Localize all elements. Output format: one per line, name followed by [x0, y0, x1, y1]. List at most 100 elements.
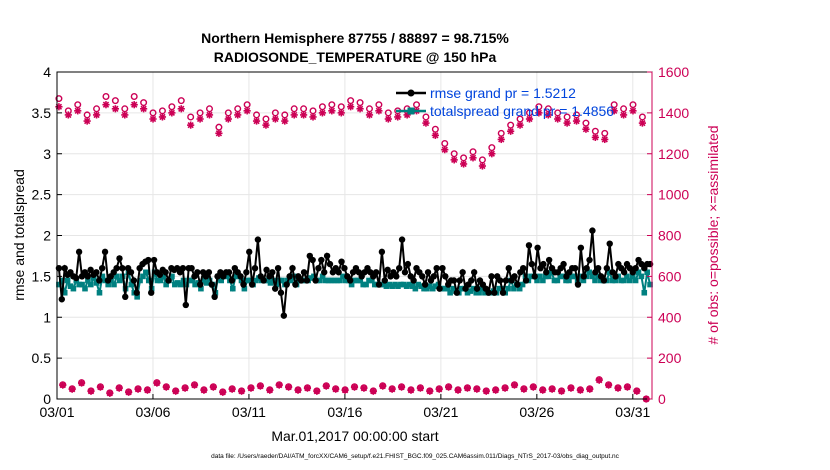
rmse-point	[188, 265, 195, 272]
totalspread-point	[241, 285, 248, 292]
totalspread-point	[569, 273, 575, 280]
totalspread-point	[82, 285, 88, 292]
obs-possible-0z-point	[111, 97, 119, 105]
rmse-point	[470, 269, 478, 276]
rmse-point	[289, 265, 296, 272]
x-tick-label: 03/01	[39, 404, 74, 420]
obs-star-stroke	[102, 101, 110, 108]
obs-possible-0z-point	[55, 95, 63, 103]
obs-assimilated-0z-point	[422, 119, 430, 127]
totalspread-point	[629, 273, 636, 280]
obs-assimilated-12z-point	[303, 384, 312, 392]
legend-rmse-marker	[407, 89, 415, 97]
rmse-point	[456, 277, 463, 284]
obs-assimilated-12z-point	[209, 383, 217, 391]
totalspread-point	[134, 294, 140, 300]
obs-possible-0z-point	[328, 101, 336, 109]
totalspread-point	[186, 277, 193, 284]
rmse-point	[309, 256, 316, 264]
obs-possible-0z-point	[234, 105, 242, 113]
chart-title-line2: RADIOSONDE_TEMPERATURE @ 150 hPa	[214, 49, 497, 65]
rmse-point	[571, 265, 579, 272]
obs-assimilated-0z-point	[572, 117, 581, 125]
rmse-point	[439, 265, 446, 272]
obs-assimilated-12z-point	[313, 387, 321, 395]
obs-possible-0z-point	[620, 105, 628, 113]
totalspread-point	[328, 277, 335, 284]
rmse-point	[179, 265, 187, 272]
obs-assimilated-0z-point	[318, 109, 327, 117]
rmse-point	[263, 266, 270, 274]
obs-assimilated-0z-point	[92, 111, 101, 119]
totalspread-point	[447, 289, 453, 296]
obs-assimilated-12z-point	[153, 379, 161, 387]
rmse-point	[283, 281, 290, 288]
rmse-point	[271, 285, 279, 292]
totalspread-point	[128, 281, 135, 288]
obs-star-stroke	[196, 115, 204, 123]
totalspread-point	[56, 281, 62, 288]
obs-assimilated-0z-point	[55, 103, 63, 111]
obs-assimilated-12z-point	[68, 385, 76, 393]
obs-assimilated-0z-point	[356, 105, 364, 113]
obs-star-stroke	[225, 115, 232, 123]
totalspread-point	[424, 285, 430, 292]
totalspread-point	[609, 277, 616, 284]
totalspread-point	[319, 273, 326, 280]
obs-assimilated-12z-point	[341, 386, 349, 394]
totalspread-point	[371, 281, 378, 288]
obs-star-stroke	[629, 107, 637, 114]
obs-assimilated-12z-point	[529, 383, 537, 391]
obs-assimilated-0z-point	[497, 135, 505, 144]
obs-assimilated-12z-point	[125, 388, 133, 396]
obs-star-stroke	[228, 386, 236, 393]
obs-star-stroke	[451, 156, 458, 164]
obs-star-stroke	[488, 150, 495, 157]
obs-star-stroke	[300, 111, 307, 119]
obs-possible-0z-point	[460, 154, 468, 162]
rmse-point	[58, 296, 66, 303]
obs-star-stroke	[294, 387, 302, 394]
obs-star-stroke	[407, 387, 415, 394]
obs-assimilated-0z-point	[64, 111, 72, 119]
x-tick-label: 03/06	[135, 404, 170, 420]
totalspread-point	[624, 273, 630, 280]
totalspread-point	[59, 277, 65, 284]
y-right-tick-label: 1600	[658, 64, 689, 80]
totalspread-point	[626, 277, 633, 284]
obs-assimilated-12z-point	[190, 381, 199, 389]
obs-assimilated-0z-point	[441, 146, 449, 154]
rmse-point	[254, 236, 262, 243]
rmse-point	[286, 273, 293, 280]
obs-assimilated-0z-point	[450, 156, 458, 164]
rmse-point	[410, 277, 417, 284]
rmse-point	[522, 277, 530, 284]
totalspread-point	[621, 277, 627, 284]
obs-assimilated-12z-point	[266, 386, 274, 394]
obs-assimilated-0z-point	[365, 111, 374, 119]
obs-assimilated-12z-point	[228, 385, 236, 393]
totalspread-point	[505, 285, 511, 292]
obs-assimilated-0z-point	[591, 133, 599, 141]
obs-assimilated-0z-point	[544, 111, 552, 119]
obs-star-stroke	[134, 386, 142, 393]
totalspread-point	[519, 281, 526, 288]
rmse-point	[240, 281, 247, 288]
totalspread-point	[154, 277, 161, 284]
y-left-tick-label: 3.5	[32, 105, 52, 121]
totalspread-point	[160, 273, 167, 280]
y-left-tick-label: 1	[43, 309, 51, 325]
obs-possible-0z-point	[130, 93, 138, 101]
obs-assimilated-12z-point	[501, 384, 509, 392]
obs-possible-0z-point	[140, 99, 148, 107]
rmse-point	[251, 265, 259, 272]
obs-assimilated-12z-point	[181, 384, 189, 392]
rmse-point	[496, 277, 504, 284]
obs-assimilated-0z-point	[177, 105, 185, 113]
rmse-point	[603, 265, 611, 272]
obs-assimilated-12z-point	[143, 386, 152, 394]
obs-star-stroke	[601, 136, 608, 143]
obs-assimilated-12z-point	[285, 383, 293, 391]
totalspread-point	[85, 277, 91, 284]
obs-star-stroke	[262, 121, 270, 129]
